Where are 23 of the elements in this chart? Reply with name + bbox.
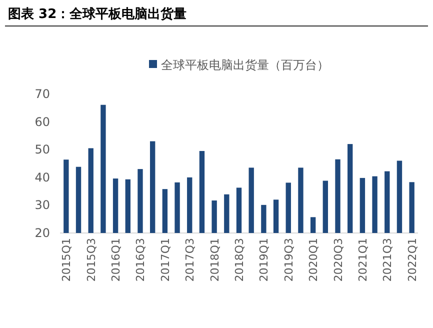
x-tick-label: 2018Q1 [208, 238, 222, 282]
y-tick-label: 20 [34, 226, 50, 240]
x-tick-label: 2017Q3 [184, 238, 197, 282]
x-tick-label: 2017Q1 [158, 238, 172, 282]
x-tick-label: 2016Q1 [110, 238, 123, 282]
y-tick-label: 40 [34, 170, 50, 184]
y-tick-label: 60 [34, 114, 50, 129]
x-tick-label: 2015Q3 [84, 238, 98, 282]
y-tick-label: 30 [34, 198, 50, 212]
x-tick-label: 2020Q3 [332, 238, 345, 282]
x-tick-label: 2021Q3 [381, 238, 394, 282]
y-tick-label: 50 [34, 142, 50, 157]
legend-label: 全球平板电脑出货量（百万台） [161, 58, 329, 72]
x-tick-label: 2020Q1 [307, 238, 320, 282]
x-tick-label: 2015Q1 [60, 238, 74, 282]
x-tick-label: 2019Q1 [258, 238, 271, 282]
x-tick-label: 2019Q3 [282, 238, 296, 282]
x-tick-label: 2018Q3 [233, 238, 246, 282]
y-tick-label: 70 [34, 87, 50, 101]
x-tick-label: 2022Q1 [406, 238, 419, 282]
chart-title: 图表 32：全球平板电脑出货量 [8, 6, 187, 22]
x-tick-label: 2016Q3 [134, 238, 148, 282]
x-tick-label: 2021Q1 [356, 238, 370, 282]
